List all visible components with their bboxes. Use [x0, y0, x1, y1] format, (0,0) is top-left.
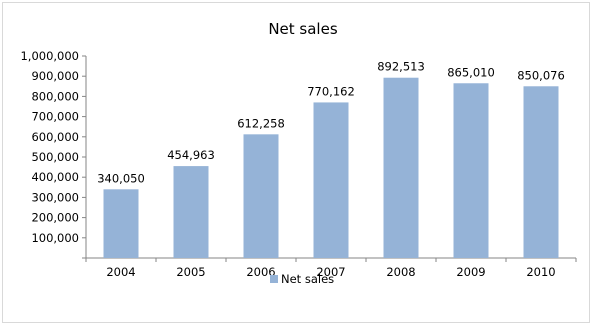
bar-2005	[173, 166, 209, 258]
legend-swatch	[270, 275, 278, 283]
bar-2006	[243, 134, 279, 258]
legend: Net sales	[270, 272, 334, 286]
y-tick-label: 500,000	[31, 150, 79, 164]
x-tick-label: 2006	[246, 265, 275, 279]
y-tick-label: 800,000	[31, 89, 79, 103]
bar-2009	[453, 83, 489, 259]
bars	[103, 77, 559, 259]
data-label: 770,162	[307, 84, 355, 98]
data-label: 612,258	[237, 116, 285, 130]
x-tick-label: 2008	[386, 265, 415, 279]
data-label: 865,010	[447, 65, 495, 79]
y-tick-label: 700,000	[31, 110, 79, 124]
x-axis: 2004 2005 2006 2007 2008 2009 2010	[85, 257, 577, 279]
y-tick-label: 200,000	[31, 211, 79, 225]
y-tick-label: 900,000	[31, 69, 79, 83]
x-tick-label: 2007	[316, 265, 345, 279]
y-tick-label: 400,000	[31, 170, 79, 184]
y-tick-label: 300,000	[31, 190, 79, 204]
data-label: 892,513	[377, 60, 425, 74]
bar-2010	[523, 86, 559, 259]
y-axis: 100,000 200,000 300,000 400,000 500,000 600,0…	[20, 49, 87, 259]
x-tick-label: 2009	[456, 265, 485, 279]
chart-frame	[2, 2, 590, 323]
data-labels: 340,050 454,963 612,258 770,162 892,513 865,0…	[97, 60, 565, 186]
y-tick-label: 1,000,000	[20, 49, 79, 63]
x-tick-label: 2004	[106, 265, 135, 279]
y-tick-label: 100,000	[31, 231, 79, 245]
chart-title: Net sales	[268, 20, 338, 38]
data-label: 340,050	[97, 171, 145, 185]
data-label: 454,963	[167, 148, 215, 162]
y-tick-label: 600,000	[31, 130, 79, 144]
legend-label: Net sales	[281, 272, 334, 286]
bar-2007	[313, 102, 349, 258]
bar-2008	[383, 77, 419, 258]
x-tick-label: 2010	[526, 265, 555, 279]
data-label: 850,076	[517, 68, 565, 82]
bar-2004	[103, 189, 139, 258]
x-tick-label: 2005	[176, 265, 205, 279]
